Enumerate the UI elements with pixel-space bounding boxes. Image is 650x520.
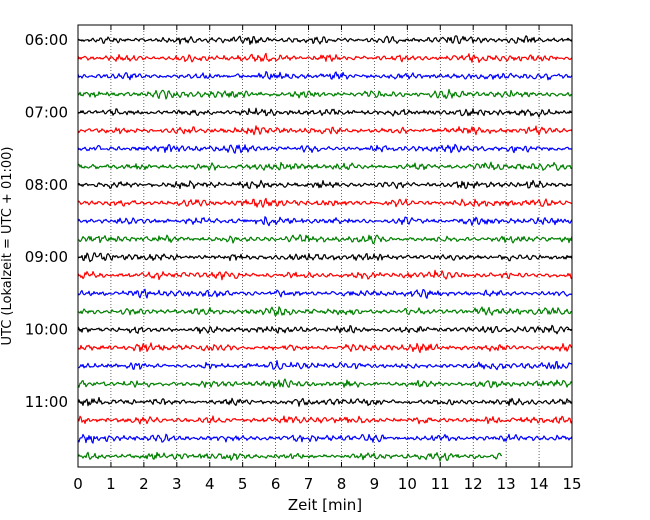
x-tick-label: 0	[73, 475, 83, 493]
x-tick-label: 2	[139, 475, 149, 493]
x-tick-label: 6	[271, 475, 281, 493]
x-tick-label: 1	[106, 475, 116, 493]
y-axis: 06:00 07:00 08:00 09:00 10:00 11:00	[25, 31, 572, 411]
seismogram-trace	[77, 88, 573, 100]
x-tick-label: 12	[464, 475, 483, 493]
seismogram-trace	[77, 360, 573, 371]
seismogram-trace	[77, 70, 573, 81]
x-axis-label: Zeit [min]	[288, 496, 362, 514]
seismogram-trace	[77, 52, 573, 63]
x-tick-label: 7	[304, 475, 314, 493]
seismogram-trace	[77, 216, 573, 227]
seismogram-trace	[77, 269, 573, 281]
trace-group	[77, 35, 573, 462]
seismogram-trace	[77, 125, 573, 136]
x-axis: 0 1 2 3 4 5 6 7 8 9 10 11 12 13 14 15	[73, 25, 582, 493]
x-tick-label: 13	[497, 475, 516, 493]
plot-frame	[77, 24, 573, 468]
seismogram-trace	[77, 433, 573, 444]
seismogram-trace	[77, 107, 573, 118]
x-tick-label: 4	[205, 475, 215, 493]
seismogram-trace	[77, 197, 573, 208]
seismogram-trace	[77, 306, 573, 316]
seismogram-trace	[77, 234, 573, 245]
seismogram-trace	[77, 288, 573, 299]
seismogram-trace	[77, 396, 573, 407]
y-tick-label: 07:00	[25, 103, 68, 121]
seismogram-trace	[77, 378, 573, 389]
seismogram-trace	[77, 252, 573, 263]
y-axis-label: UTC (Lokalzeit = UTC + 01:00)	[0, 147, 15, 346]
y-tick-label: 08:00	[25, 176, 68, 194]
y-tick-label: 09:00	[25, 248, 68, 266]
x-tick-label: 8	[337, 475, 347, 493]
y-tick-label: 11:00	[25, 393, 68, 411]
x-tick-label: 3	[172, 475, 182, 493]
x-tick-label: 9	[370, 475, 380, 493]
x-tick-label: 14	[530, 475, 549, 493]
seismogram-trace	[77, 161, 573, 172]
x-tick-label: 5	[238, 475, 248, 493]
seismogram-trace	[77, 179, 573, 190]
x-tick-label: 11	[431, 475, 450, 493]
seismogram-trace	[77, 342, 573, 354]
seismogram-trace	[77, 143, 573, 154]
seismogram-trace	[77, 324, 573, 335]
x-tick-label: 10	[398, 475, 417, 493]
seismogram-trace	[77, 451, 503, 462]
seismogram-trace	[77, 415, 573, 425]
seismogram-trace	[77, 35, 573, 45]
y-tick-label: 06:00	[25, 31, 68, 49]
x-tick-label: 15	[562, 475, 581, 493]
y-tick-label: 10:00	[25, 321, 68, 339]
